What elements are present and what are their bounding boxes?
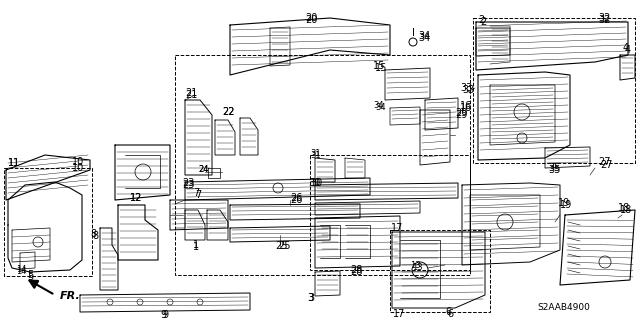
Text: 33: 33: [462, 85, 474, 95]
Text: 7: 7: [195, 190, 201, 200]
Text: 3: 3: [308, 293, 314, 303]
Text: 31: 31: [310, 149, 321, 158]
Text: 2: 2: [480, 17, 486, 27]
Text: 2: 2: [478, 15, 484, 25]
Text: 11: 11: [8, 158, 20, 168]
Text: 32: 32: [598, 15, 611, 25]
Text: 35: 35: [548, 163, 561, 173]
Text: 29: 29: [455, 108, 467, 118]
Text: 21: 21: [185, 90, 197, 100]
Text: 8: 8: [90, 229, 96, 239]
Text: 22: 22: [222, 107, 234, 117]
Text: 25: 25: [278, 241, 291, 251]
Text: 33: 33: [460, 83, 472, 93]
Text: 12: 12: [130, 193, 142, 203]
Text: 3: 3: [307, 293, 313, 303]
Text: 32: 32: [598, 13, 611, 23]
Bar: [473, 18, 635, 163]
Text: 7: 7: [193, 188, 199, 198]
Text: 10: 10: [72, 163, 84, 173]
Text: 15: 15: [375, 63, 387, 73]
Text: 1: 1: [193, 242, 199, 252]
Text: 19: 19: [560, 200, 572, 210]
Text: 12: 12: [130, 193, 142, 203]
Text: 14: 14: [16, 265, 26, 275]
Text: 34: 34: [373, 101, 383, 110]
Text: 34: 34: [418, 33, 430, 43]
Text: 14: 14: [16, 268, 26, 277]
Bar: [310, 155, 470, 270]
Text: 15: 15: [373, 61, 385, 71]
Text: 27: 27: [598, 157, 611, 167]
Text: 8: 8: [92, 231, 98, 241]
Text: S2AAB4900: S2AAB4900: [537, 303, 590, 312]
Text: 16: 16: [460, 103, 472, 113]
Text: 17: 17: [391, 223, 403, 233]
Text: 34: 34: [418, 31, 430, 41]
Text: 28: 28: [350, 265, 362, 275]
Text: 21: 21: [185, 88, 197, 98]
Text: 13: 13: [410, 262, 420, 271]
Text: 22: 22: [222, 107, 234, 117]
Text: FR.: FR.: [60, 291, 81, 301]
Text: 25: 25: [275, 241, 287, 251]
Text: 30: 30: [308, 178, 320, 188]
Text: 4: 4: [625, 45, 631, 55]
Text: 24: 24: [198, 166, 209, 174]
Text: 30: 30: [310, 178, 323, 188]
Text: 16: 16: [460, 101, 472, 111]
Text: 13: 13: [412, 263, 422, 272]
Text: 9: 9: [160, 310, 166, 319]
Text: 26: 26: [290, 195, 302, 205]
Text: 1: 1: [193, 240, 199, 250]
Text: 9: 9: [162, 310, 168, 319]
Text: 20: 20: [305, 15, 317, 25]
Text: 23: 23: [182, 180, 195, 190]
Bar: [390, 230, 490, 312]
Text: 35: 35: [548, 165, 561, 175]
Bar: [4, 168, 92, 276]
Text: 6: 6: [447, 309, 453, 319]
Text: 11: 11: [8, 158, 20, 168]
Text: 20: 20: [305, 13, 317, 23]
Text: 29: 29: [455, 110, 467, 120]
Text: 34: 34: [375, 103, 386, 113]
Bar: [175, 55, 470, 275]
Text: 19: 19: [558, 198, 570, 208]
Text: 27: 27: [600, 160, 612, 170]
Text: 26: 26: [290, 193, 302, 203]
Text: 31: 31: [310, 151, 321, 160]
Text: 17: 17: [393, 309, 405, 319]
Text: 24: 24: [198, 166, 209, 174]
Text: 5: 5: [27, 272, 33, 282]
Text: 6: 6: [445, 307, 451, 317]
Text: 28: 28: [350, 267, 362, 277]
Text: 23: 23: [182, 178, 195, 188]
Text: 18: 18: [620, 205, 632, 215]
Text: 5: 5: [27, 270, 33, 280]
Text: 10: 10: [72, 157, 84, 167]
Text: 4: 4: [623, 43, 629, 53]
Text: 18: 18: [618, 203, 630, 213]
